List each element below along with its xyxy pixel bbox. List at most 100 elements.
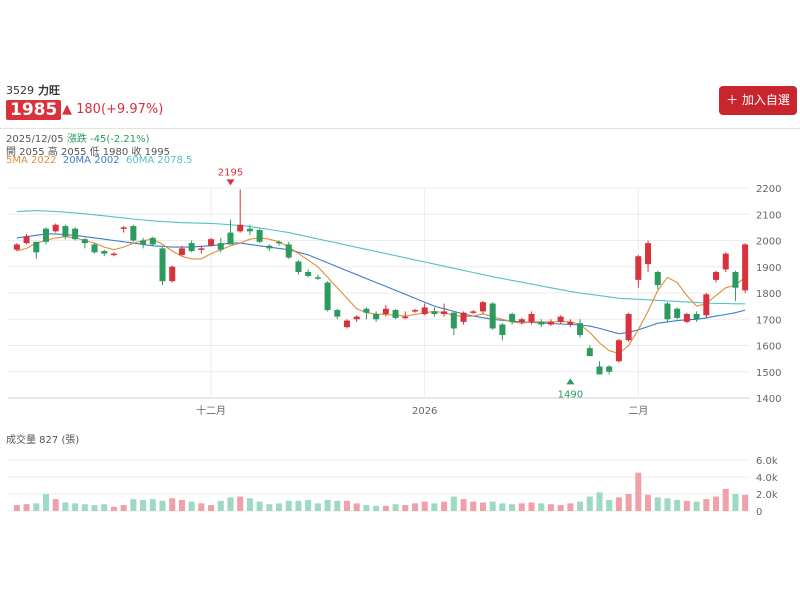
volume-bar <box>13 505 20 511</box>
volume-bar <box>256 501 263 511</box>
candle-body <box>305 272 312 276</box>
volume-bar <box>101 504 108 511</box>
candle-body <box>450 312 457 329</box>
ma20-line <box>16 233 746 335</box>
candle-body <box>23 236 30 244</box>
price-y-tick-label: 2200 <box>756 184 781 195</box>
candle-body <box>625 314 632 341</box>
volume-bar <box>441 501 448 511</box>
header-divider <box>0 128 800 129</box>
candle-body <box>538 321 545 325</box>
volume-bar <box>703 499 710 511</box>
volume-bar <box>645 494 652 511</box>
volume-bar <box>334 500 341 511</box>
candle-body <box>159 248 166 282</box>
candle-body <box>276 241 283 244</box>
candle-body <box>479 302 486 312</box>
volume-bar <box>479 502 486 511</box>
candle-body <box>615 340 622 362</box>
volume-bar <box>23 504 30 511</box>
volume-bar <box>722 488 729 511</box>
volume-bar <box>62 502 69 511</box>
volume-bar <box>227 497 234 511</box>
x-tick-label: 二月 <box>628 405 648 417</box>
candle-body <box>344 320 351 328</box>
volume-bar <box>489 501 496 511</box>
candle-body <box>722 253 729 270</box>
candle-body <box>91 244 98 253</box>
price-y-tick-label: 2100 <box>756 210 781 221</box>
candle-body <box>101 251 108 254</box>
candle-body <box>353 316 360 320</box>
volume-bar <box>674 499 681 511</box>
candle-body <box>441 311 448 314</box>
candle-body <box>72 228 79 240</box>
price-y-tick-label: 1700 <box>756 315 781 326</box>
volume-bar <box>72 503 79 511</box>
candle-body <box>654 272 661 286</box>
add-to-watchlist-button[interactable]: ＋ 加入自選 <box>719 86 797 115</box>
candle-body <box>373 314 380 320</box>
volume-bar <box>509 504 516 511</box>
candle-body <box>577 323 584 335</box>
volume-bar <box>392 504 399 511</box>
candle-body <box>324 282 331 311</box>
candle-body <box>528 314 535 322</box>
volume-bar <box>732 494 739 511</box>
volume-bar <box>266 504 273 511</box>
volume-bar <box>169 498 176 511</box>
candle-body <box>411 310 418 312</box>
volume-bar <box>130 499 137 511</box>
candle-body <box>567 321 574 325</box>
candle-body <box>713 272 720 280</box>
candle-body <box>188 243 195 251</box>
candle-body <box>499 324 506 335</box>
candle-body <box>489 303 496 329</box>
ma20-label: 20MA 2002 <box>62 155 120 166</box>
volume-bar <box>208 505 215 511</box>
volume-bar <box>81 504 88 511</box>
volume-y-tick-label: 2.0k <box>756 490 778 501</box>
volume-bar <box>198 503 205 511</box>
volume-bar <box>314 503 321 511</box>
volume-bar <box>305 499 312 511</box>
stock-code: 3529 <box>6 84 34 97</box>
volume-bar <box>606 499 613 511</box>
candle-body <box>363 308 370 313</box>
price-badge: 1985 <box>6 100 62 120</box>
volume-bar <box>295 500 302 511</box>
volume-bar <box>363 505 370 511</box>
candle-body <box>246 228 253 232</box>
price-y-tick-label: 1400 <box>756 394 781 405</box>
volume-bar <box>538 503 545 511</box>
volume-bar <box>499 503 506 511</box>
candle-body <box>295 261 302 272</box>
candle-body <box>518 319 525 322</box>
candle-body <box>266 245 273 249</box>
volume-bar <box>664 498 671 511</box>
candle-body <box>392 310 399 318</box>
volume-bar <box>42 494 49 511</box>
candle-body <box>140 240 147 245</box>
volume-bar <box>547 504 554 511</box>
volume-bar <box>615 497 622 511</box>
candle-body <box>169 266 176 282</box>
candle-body <box>596 366 603 375</box>
volume-title: 成交量 827 (張) <box>6 435 80 446</box>
volume-bar <box>110 506 117 511</box>
ma60-line <box>16 210 746 305</box>
price-y-tick-label: 1800 <box>756 289 781 300</box>
volume-bar <box>713 496 720 511</box>
candle-body <box>334 310 341 317</box>
info-ohlc: 開 2055 高 2055 低 1980 收 1995 <box>6 147 171 158</box>
candle-body <box>509 314 516 322</box>
candle-body <box>13 244 20 250</box>
volume-bar <box>159 500 166 511</box>
volume-bar <box>402 505 409 511</box>
volume-bar <box>625 494 632 511</box>
candle-body <box>52 224 59 232</box>
candle-body <box>110 253 117 256</box>
stock-name: 力旺 <box>38 84 60 97</box>
candle-body <box>208 239 215 246</box>
